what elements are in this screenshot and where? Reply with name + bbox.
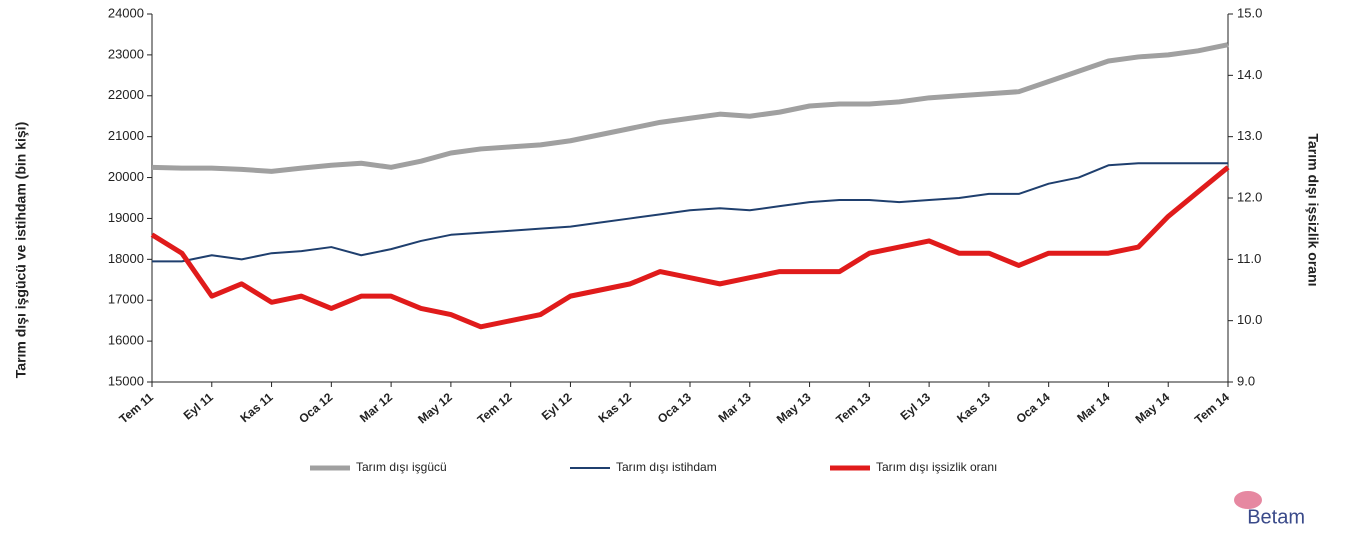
y2-tick-label: 15.0 [1237, 5, 1262, 20]
y-axis-title: Tarım dışı işgücü ve istihdam (bin kişi) [13, 122, 29, 378]
x-tick-label: Kas 11 [237, 390, 275, 425]
x-tick-label: Eyl 13 [897, 390, 933, 423]
legend-label: Tarım dışı istihdam [616, 460, 717, 474]
x-tick-label: May 14 [1133, 390, 1173, 427]
y2-tick-label: 11.0 [1237, 251, 1261, 266]
y-tick-label: 20000 [108, 169, 144, 184]
y-tick-label: 22000 [108, 87, 144, 102]
logo: Betam [1247, 506, 1305, 528]
y2-tick-label: 10.0 [1237, 312, 1262, 327]
y-tick-label: 18000 [108, 251, 144, 266]
logo-icon [1234, 491, 1262, 509]
x-tick-label: Kas 12 [596, 390, 635, 426]
x-tick-label: Tem 14 [1192, 390, 1232, 427]
x-tick-label: Tem 12 [475, 390, 515, 427]
x-tick-label: Oca 14 [1013, 390, 1052, 426]
x-tick-label: Oca 13 [655, 390, 694, 426]
y2-tick-label: 12.0 [1237, 189, 1262, 204]
x-tick-label: Mar 13 [716, 390, 754, 425]
y-tick-label: 16000 [108, 333, 144, 348]
series-line [151, 42, 1229, 174]
x-tick-label: May 13 [774, 390, 814, 427]
x-tick-label: Mar 14 [1074, 390, 1112, 425]
legend-label: Tarım dışı işgücü [356, 460, 447, 474]
y2-tick-label: 13.0 [1237, 128, 1262, 143]
y2-tick-label: 9.0 [1237, 373, 1255, 388]
legend-label: Tarım dışı işsizlik oranı [876, 460, 997, 474]
x-tick-label: May 12 [415, 390, 455, 427]
x-tick-label: Kas 13 [954, 390, 993, 426]
x-tick-label: Tem 11 [116, 390, 156, 427]
x-tick-label: Mar 12 [357, 390, 395, 425]
y2-axis-title: Tarım dışı işsizlik oranı [1305, 133, 1321, 286]
x-tick-label: Tem 13 [833, 390, 873, 427]
series-line [152, 162, 1228, 263]
y-tick-label: 24000 [108, 5, 144, 20]
series-line [150, 165, 1230, 330]
y-tick-label: 15000 [108, 373, 144, 388]
x-tick-label: Oca 12 [296, 390, 335, 426]
x-tick-label: Eyl 11 [181, 390, 216, 423]
y-tick-label: 23000 [108, 46, 144, 61]
y-tick-label: 19000 [108, 210, 144, 225]
y2-tick-label: 14.0 [1237, 67, 1262, 82]
y-tick-label: 17000 [108, 292, 144, 307]
x-tick-label: Eyl 12 [539, 390, 575, 423]
y-tick-label: 21000 [108, 128, 144, 143]
